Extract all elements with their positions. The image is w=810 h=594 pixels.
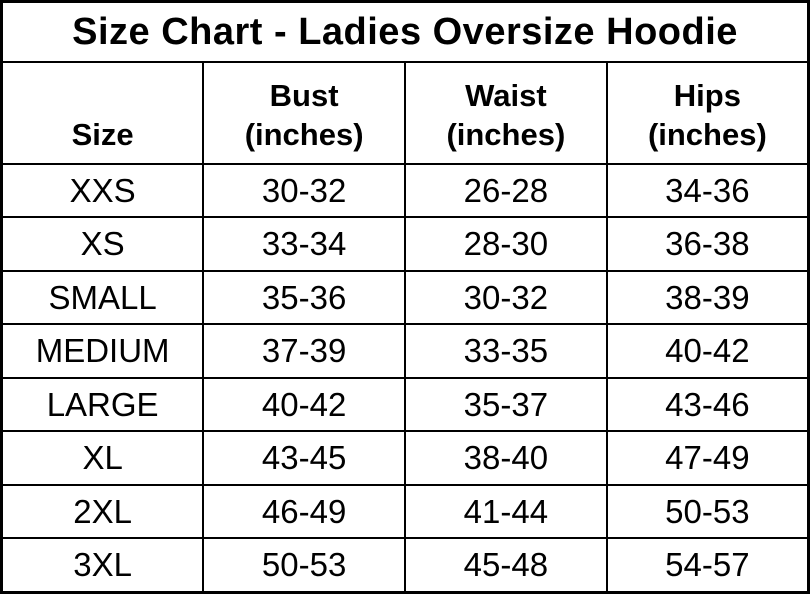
table-body: XXS 30-32 26-28 34-36 XS 33-34 28-30 36-38 SMALL… (0, 162, 810, 594)
header-row: Size Bust (inches) Waist (inches) Hips (… (0, 61, 810, 165)
column-header-size: Size (0, 61, 205, 165)
table-row: XL 43-45 38-40 47-49 (0, 430, 810, 486)
table-row: LARGE 40-42 35-37 43-46 (0, 376, 810, 433)
size-cell: MEDIUM (0, 323, 205, 379)
page-title: Size Chart - Ladies Oversize Hoodie (0, 0, 810, 63)
measurement-cell: 35-36 (202, 269, 406, 326)
measurement-cell: 30-32 (404, 269, 608, 326)
size-cell: XS (0, 216, 205, 272)
size-cell: 3XL (0, 537, 205, 594)
table-row: XS 33-34 28-30 36-38 (0, 216, 810, 272)
measurement-cell: 40-42 (605, 323, 810, 379)
measurement-cell: 30-32 (202, 162, 406, 219)
table-row: MEDIUM 37-39 33-35 40-42 (0, 323, 810, 379)
column-header-hips: Hips (inches) (605, 61, 810, 165)
measurement-cell: 34-36 (605, 162, 810, 219)
measurement-cell: 46-49 (202, 483, 406, 540)
measurement-cell: 38-40 (404, 430, 608, 486)
size-cell: SMALL (0, 269, 205, 326)
measurement-cell: 41-44 (404, 483, 608, 540)
table-row: 2XL 46-49 41-44 50-53 (0, 483, 810, 540)
column-header-bust: Bust (inches) (202, 61, 406, 165)
measurement-cell: 54-57 (605, 537, 810, 594)
measurement-cell: 28-30 (404, 216, 608, 272)
size-cell: XL (0, 430, 205, 486)
measurement-cell: 43-46 (605, 376, 810, 433)
column-header-sublabel: (inches) (446, 117, 566, 153)
size-cell: LARGE (0, 376, 205, 433)
measurement-cell: 35-37 (404, 376, 608, 433)
title-row: Size Chart - Ladies Oversize Hoodie (0, 0, 810, 63)
column-header-label: Size (71, 117, 134, 153)
column-header-sublabel: (inches) (647, 117, 767, 153)
measurement-cell: 36-38 (605, 216, 810, 272)
measurement-cell: 47-49 (605, 430, 810, 486)
measurement-cell: 33-35 (404, 323, 608, 379)
measurement-cell: 38-39 (605, 269, 810, 326)
size-cell: 2XL (0, 483, 205, 540)
column-header-sublabel: (inches) (244, 117, 364, 153)
column-header-waist: Waist (inches) (404, 61, 608, 165)
column-header-label: Waist (465, 77, 547, 113)
measurement-cell: 50-53 (202, 537, 406, 594)
measurement-cell: 43-45 (202, 430, 406, 486)
table-row: 3XL 50-53 45-48 54-57 (0, 537, 810, 594)
column-header-label: Hips (673, 77, 741, 113)
column-header-label: Bust (269, 77, 339, 113)
measurement-cell: 50-53 (605, 483, 810, 540)
measurement-cell: 45-48 (404, 537, 608, 594)
table-row: SMALL 35-36 30-32 38-39 (0, 269, 810, 326)
measurement-cell: 33-34 (202, 216, 406, 272)
measurement-cell: 37-39 (202, 323, 406, 379)
measurement-cell: 40-42 (202, 376, 406, 433)
table-row: XXS 30-32 26-28 34-36 (0, 162, 810, 219)
size-cell: XXS (0, 162, 205, 219)
measurement-cell: 26-28 (404, 162, 608, 219)
